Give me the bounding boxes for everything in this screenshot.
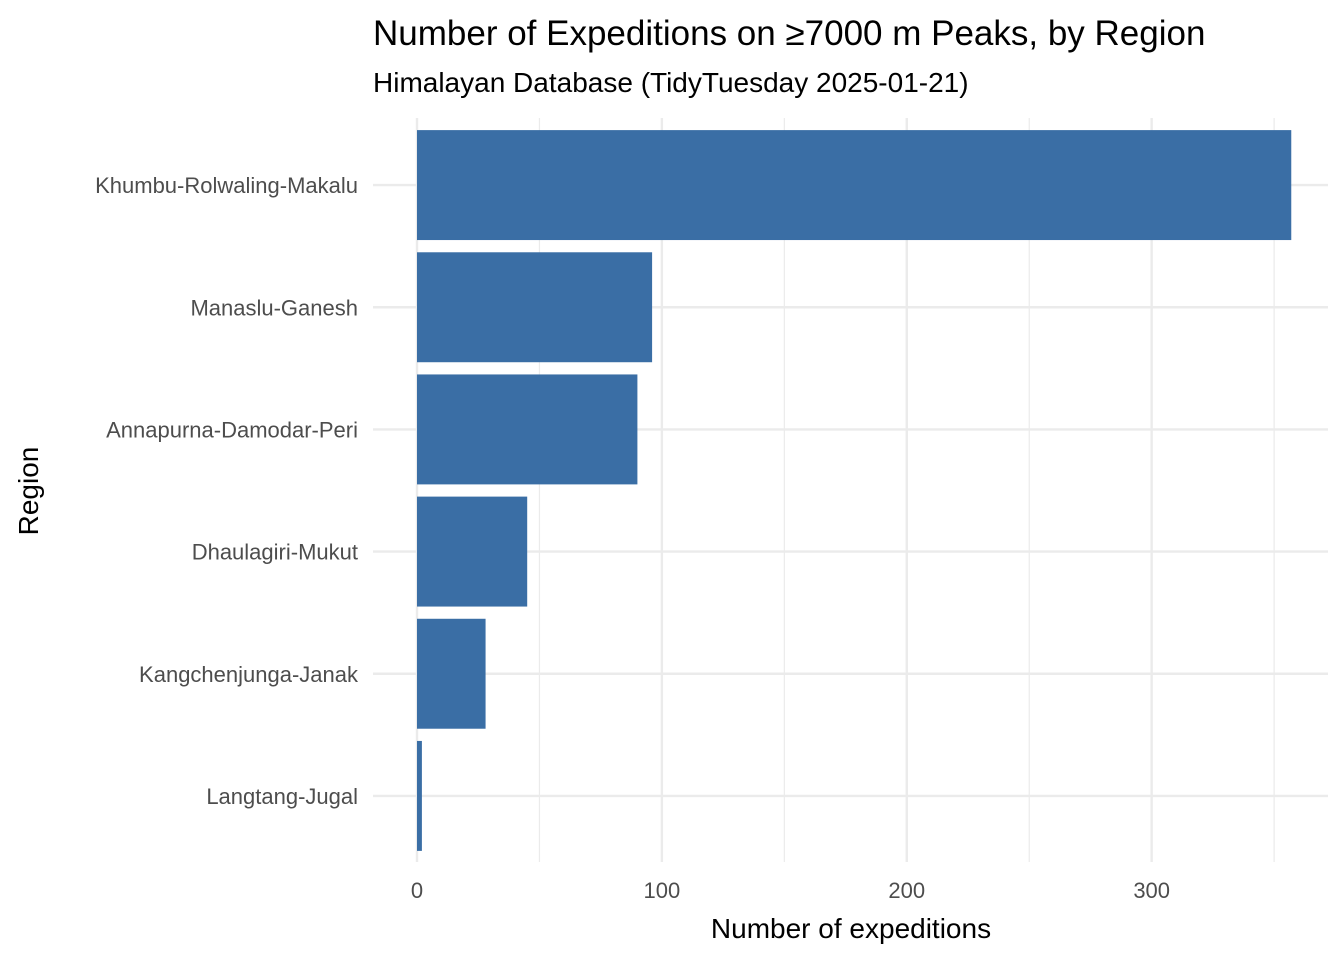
y-axis-title: Region	[13, 447, 44, 536]
bar	[417, 130, 1292, 241]
y-axis-tick-labels: Khumbu-Rolwaling-Makalu Manaslu-Ganesh Ann…	[95, 173, 359, 809]
chart-title: Number of Expeditions on ≥7000 m Peaks, …	[373, 14, 1205, 53]
bar	[417, 252, 653, 363]
x-tick-label: 100	[644, 878, 681, 903]
y-tick-label: Manaslu-Ganesh	[190, 295, 358, 320]
bar	[417, 740, 422, 851]
chart-subtitle: Himalayan Database (TidyTuesday 2025-01-…	[373, 67, 969, 98]
y-tick-label: Annapurna-Damodar-Peri	[106, 417, 358, 442]
bar	[417, 374, 638, 485]
bar	[417, 496, 528, 607]
bars	[417, 130, 1292, 851]
x-axis-title: Number of expeditions	[711, 913, 991, 944]
y-tick-label: Kangchenjunga-Janak	[139, 662, 359, 687]
x-tick-label: 200	[888, 878, 925, 903]
x-axis-tick-labels: 0 100 200 300	[411, 878, 1170, 903]
y-tick-label: Langtang-Jugal	[206, 784, 358, 809]
x-tick-label: 0	[411, 878, 423, 903]
y-tick-label: Khumbu-Rolwaling-Makalu	[95, 173, 358, 198]
bar	[417, 618, 486, 729]
y-tick-label: Dhaulagiri-Mukut	[192, 540, 358, 565]
x-tick-label: 300	[1133, 878, 1170, 903]
